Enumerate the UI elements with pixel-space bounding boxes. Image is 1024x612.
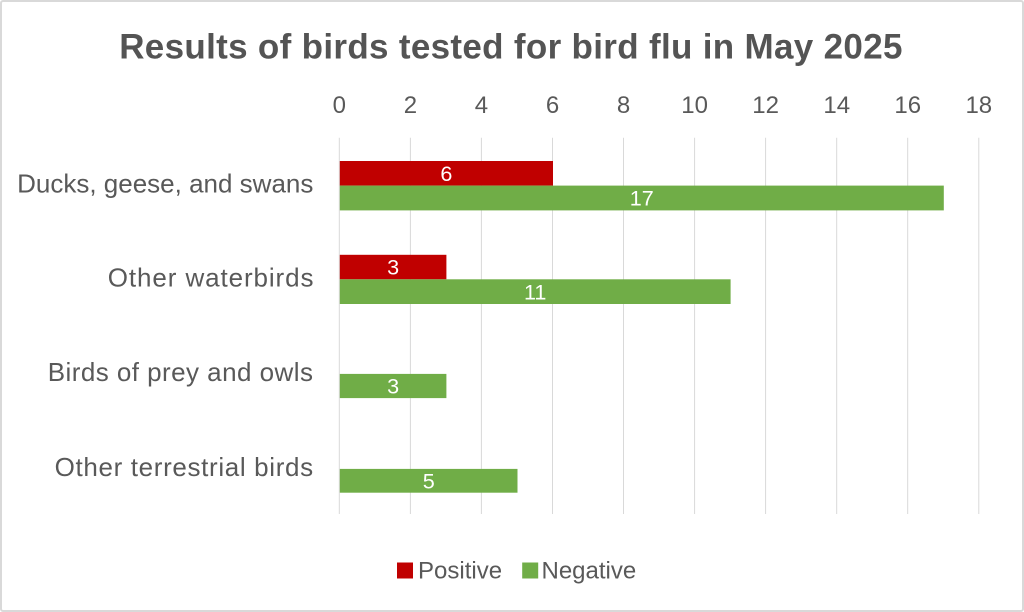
svg-text:Results of birds tested for bi: Results of birds tested for bird flu in … — [119, 27, 903, 66]
svg-text:0: 0 — [333, 92, 346, 119]
svg-text:18: 18 — [965, 92, 992, 119]
svg-text:4: 4 — [475, 92, 488, 119]
svg-text:8: 8 — [617, 92, 630, 119]
svg-text:Other waterbirds: Other waterbirds — [108, 262, 315, 292]
svg-text:Positive: Positive — [418, 558, 502, 585]
svg-text:6: 6 — [546, 92, 559, 119]
svg-text:16: 16 — [894, 92, 921, 119]
svg-text:Negative: Negative — [542, 558, 637, 585]
svg-text:Ducks, geese, and swans: Ducks, geese, and swans — [17, 169, 313, 199]
svg-text:Birds of prey and owls: Birds of prey and owls — [48, 357, 314, 387]
svg-text:Other terrestrial birds: Other terrestrial birds — [55, 452, 314, 482]
svg-text:12: 12 — [752, 92, 779, 119]
svg-text:6: 6 — [440, 161, 452, 186]
svg-text:14: 14 — [823, 92, 850, 119]
svg-text:2: 2 — [404, 92, 417, 119]
svg-text:11: 11 — [524, 279, 546, 304]
svg-text:17: 17 — [630, 186, 654, 211]
svg-text:3: 3 — [387, 255, 399, 280]
svg-text:3: 3 — [387, 374, 399, 399]
svg-text:10: 10 — [681, 92, 708, 119]
svg-text:5: 5 — [423, 468, 435, 493]
